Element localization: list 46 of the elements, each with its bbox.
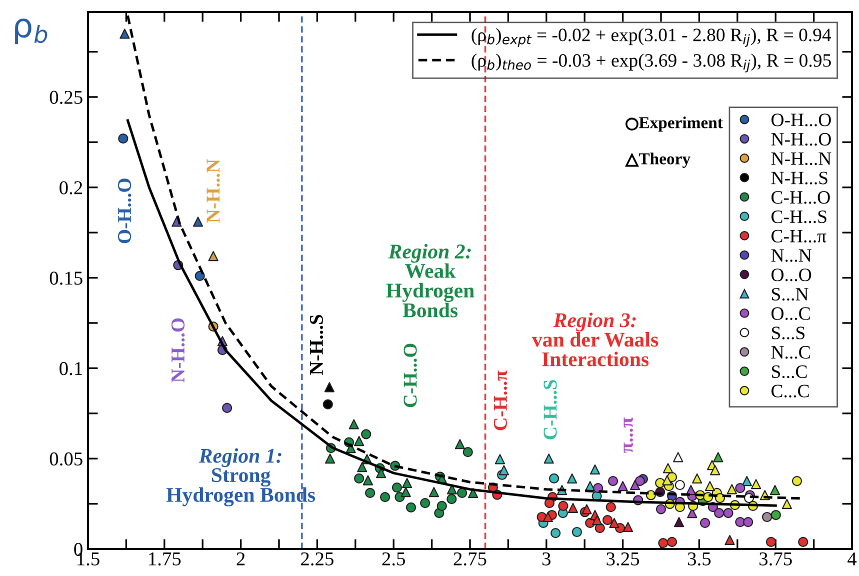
y-tick-label: 0.05 — [50, 452, 82, 466]
annotation: C-H...π — [494, 370, 508, 430]
x-tick-label: 2.5 — [382, 552, 405, 566]
annotation: Region 1: Strong Hydrogen Bonds — [166, 448, 316, 506]
legend-label: S...C — [772, 365, 807, 378]
legend-label: C-H...π — [771, 230, 826, 243]
y-tick-label: 0.25 — [50, 90, 82, 104]
y-tick-label: 0.2 — [60, 181, 82, 194]
x-tick-label: 3.25 — [606, 552, 640, 566]
x-tick-label: 3.75 — [760, 552, 792, 566]
annotation: Region 3: van der Waals Interactions — [532, 312, 658, 366]
legend-label: N...C — [771, 346, 810, 359]
y-tick-label: 0.15 — [50, 272, 82, 285]
x-tick-label: 3 — [542, 552, 550, 566]
legend-label: N-H...N — [771, 152, 832, 166]
annotation: Theory — [638, 152, 690, 168]
x-tick-label: 4 — [848, 552, 857, 566]
legend-label: S...S — [772, 326, 804, 340]
legend-label: C-H...S — [771, 210, 826, 224]
annotation: N-H...O — [171, 318, 185, 382]
legend-label: N...N — [771, 249, 812, 262]
legend-label: N-H...S — [771, 172, 828, 184]
x-tick-label: 3.5 — [688, 552, 711, 566]
legend-label: S...N — [772, 288, 808, 301]
annotation: N-H...N — [206, 159, 220, 223]
legend-label: N-H...O — [771, 132, 831, 146]
annotation: C-H...S — [544, 380, 557, 440]
x-tick-label: 1.75 — [149, 552, 181, 566]
annotation: Experiment — [638, 116, 723, 132]
annotation: π...π — [624, 417, 633, 453]
x-tick-label: 2.25 — [301, 552, 334, 566]
annotation: Region 2: Weak Hydrogen Bonds — [386, 244, 474, 318]
y-tick-label: 0.1 — [60, 362, 82, 376]
legend-label: (ρ$_{b}$)$_{theo}$ = -0.03 + exp(3.69 - 3.08 R$_{ij}$), R = 0.95 — [472, 54, 831, 72]
legend-label: (ρ$_{b}$)$_{expt}$ = -0.02 + exp(3.01 - 2.80 R$_{ij}$), R = 0.94 — [472, 28, 832, 47]
x-tick-label: 2 — [236, 552, 245, 566]
legend-label: C...C — [771, 384, 809, 398]
y-axis-title: ρ$_{b}$ — [15, 18, 48, 44]
legend-label: O...O — [771, 268, 812, 282]
annotation: C-H...O — [404, 344, 417, 408]
legend-label: O...C — [771, 307, 810, 320]
annotation: N-H...S — [310, 314, 324, 375]
annotation: O-H...O — [118, 178, 132, 244]
legend-label: O-H...O — [771, 114, 831, 126]
x-tick-label: 2.75 — [454, 552, 486, 566]
legend-label: C-H...O — [771, 191, 830, 204]
